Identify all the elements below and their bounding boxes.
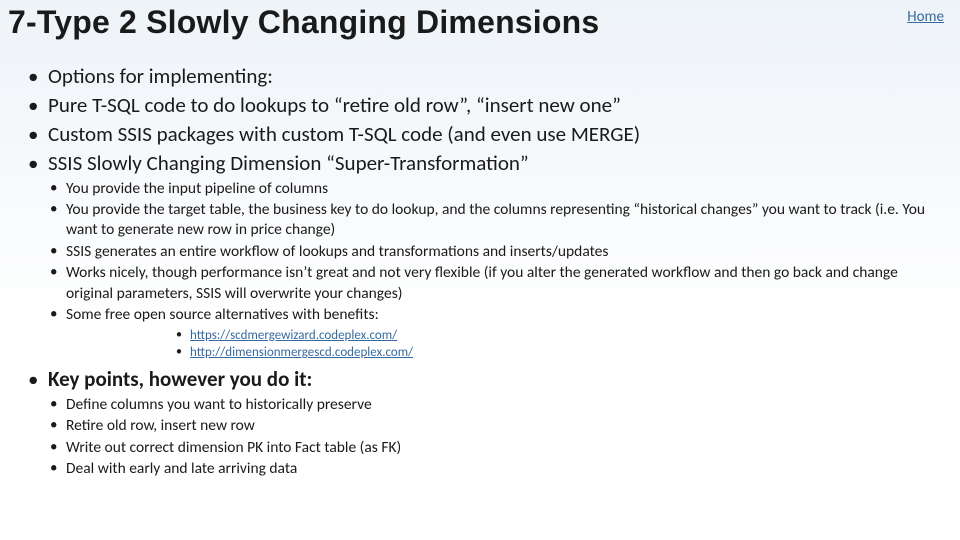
- key-retire-row: Retire old row, insert new row: [48, 416, 936, 436]
- home-link[interactable]: Home: [907, 8, 944, 26]
- bullet-ssis-scd-text: SSIS Slowly Changing Dimension “Super-Tr…: [48, 150, 529, 176]
- bullet-ssis-scd: SSIS Slowly Changing Dimension “Super-Tr…: [24, 150, 936, 362]
- key-write-pk: Write out correct dimension PK into Fact…: [48, 438, 936, 458]
- key-points-title: Key points, however you do it:: [48, 366, 312, 392]
- link-item-dimensionmergescd: http://dimensionmergescd.codeplex.com/: [176, 344, 936, 362]
- sub-works-nicely: Works nicely, though performance isn’t g…: [48, 263, 936, 304]
- slide-title: 7-Type 2 Slowly Changing Dimensions: [0, 0, 960, 41]
- key-define-columns: Define columns you want to historically …: [48, 395, 936, 415]
- bullet-key-points: Key points, however you do it: Define co…: [24, 366, 936, 480]
- sub-open-source-text: Some free open source alternatives with …: [66, 305, 379, 324]
- link-item-scdmergewizard: https://scdmergewizard.codeplex.com/: [176, 327, 936, 345]
- sub-open-source: Some free open source alternatives with …: [48, 305, 936, 362]
- sub-ssis-generates: SSIS generates an entire workflow of loo…: [48, 242, 936, 262]
- link-dimensionmergescd[interactable]: http://dimensionmergescd.codeplex.com/: [190, 345, 413, 360]
- sub-input-pipeline: You provide the input pipeline of column…: [48, 179, 936, 199]
- link-scdmergewizard[interactable]: https://scdmergewizard.codeplex.com/: [190, 328, 397, 343]
- bullet-custom-ssis: Custom SSIS packages with custom T-SQL c…: [24, 121, 936, 148]
- key-early-late: Deal with early and late arriving data: [48, 459, 936, 479]
- bullet-options: Options for implementing:: [24, 63, 936, 90]
- bullet-pure-tsql: Pure T-SQL code to do lookups to “retire…: [24, 92, 936, 119]
- slide-content: Options for implementing: Pure T-SQL cod…: [0, 41, 960, 479]
- sub-target-table: You provide the target table, the busine…: [48, 200, 936, 241]
